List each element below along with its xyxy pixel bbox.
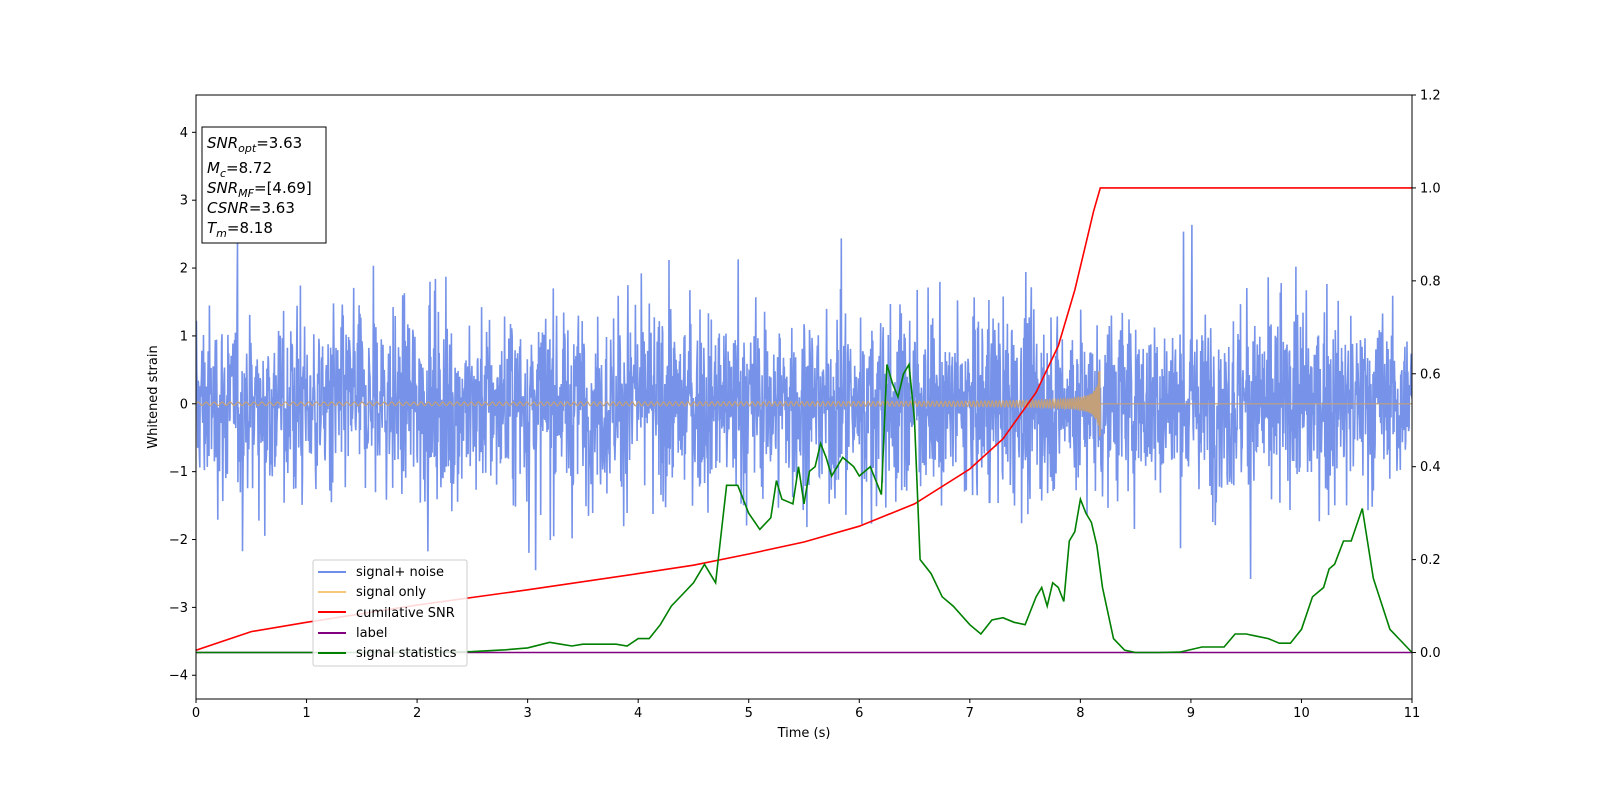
x-tick-label: 6 (855, 706, 863, 721)
legend-label-signal-statistics: signal statistics (356, 646, 457, 661)
x-tick-label: 8 (1076, 706, 1084, 721)
y-left-tick-label: −2 (169, 533, 188, 548)
x-tick-label: 3 (523, 706, 531, 721)
legend-label-cumulative-snr: cumilative SNR (356, 606, 455, 621)
x-tick-label: 9 (1187, 706, 1195, 721)
x-tick-label: 1 (302, 706, 310, 721)
y-left-tick-label: 1 (180, 329, 188, 344)
y-right-tick-label: 0.8 (1420, 274, 1441, 289)
legend-label-signal-only: signal only (356, 585, 426, 600)
legend-box (312, 559, 468, 667)
x-tick-label: 0 (192, 706, 200, 721)
y-right-tick-label: 1.0 (1420, 181, 1441, 196)
annotation-snr-opt: SNRopt=3.63 (207, 134, 302, 155)
x-tick-label: 2 (413, 706, 421, 721)
x-tick-label: 11 (1404, 706, 1421, 721)
y-left-tick-label: −1 (169, 465, 188, 480)
y-right-tick-label: 0.0 (1420, 646, 1441, 661)
y-right-tick-label: 1.2 (1420, 89, 1441, 104)
y-right-tick-label: 0.2 (1420, 553, 1441, 568)
annotation-merger-time: Tm=8.18 (207, 219, 273, 240)
y-left-tick-label: 0 (180, 397, 188, 412)
x-tick-label: 7 (966, 706, 974, 721)
x-tick-label: 5 (745, 706, 753, 721)
y-right-tick-label: 0.4 (1420, 460, 1441, 475)
series-signal-statistics-line (196, 361, 1412, 654)
y-left-tick-label: −4 (169, 669, 188, 684)
legend-label-label: label (356, 626, 387, 641)
annotation-csnr: CSNR=3.63 (207, 199, 295, 217)
x-axis-label: Time (s) (777, 726, 831, 741)
y-left-tick-label: −3 (169, 601, 188, 616)
plot-frame (195, 94, 1413, 700)
legend: signal+ noise signal only cumilative SNR… (312, 559, 468, 667)
x-tick-label: 4 (634, 706, 642, 721)
y-left-tick-label: 2 (180, 262, 188, 277)
annotation-chirp-mass: Mc=8.72 (207, 159, 272, 180)
y-axis-label: Whitened strain (146, 345, 161, 448)
y-left-tick-label: 4 (180, 126, 188, 141)
legend-label-signal-noise: signal+ noise (356, 565, 444, 580)
annotation-snr-mf: SNRMF=[4.69] (207, 179, 312, 200)
series-signal-only-line (196, 371, 1412, 437)
annotation-box: SNRopt=3.63 Mc=8.72 SNRMF=[4.69] CSNR=3.… (201, 126, 327, 244)
y-right-tick-label: 0.6 (1420, 367, 1441, 382)
y-left-tick-label: 3 (180, 194, 188, 209)
axes-layer: 0 1 2 3 4 5 6 7 8 9 10 11 −4 −3 −2 −1 0 1 2 3 4 0.0 0.2 0.4 0.6 0… (169, 89, 1441, 722)
x-tick-label: 10 (1293, 706, 1310, 721)
